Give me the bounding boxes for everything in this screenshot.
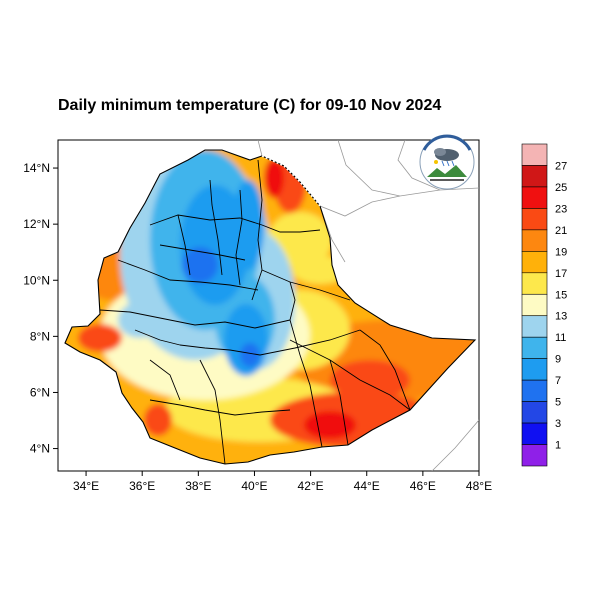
colorbar-label: 13 <box>555 311 567 323</box>
x-tick-label: 34°E <box>73 479 99 493</box>
colorbar-swatch <box>521 401 548 424</box>
country-outline <box>64 149 477 465</box>
y-tick-label: 12°N <box>23 217 50 231</box>
colorbar-swatch <box>521 186 548 209</box>
colorbar-swatch <box>521 293 548 317</box>
colorbar-label: 15 <box>555 289 567 301</box>
colorbar-label: 7 <box>555 375 561 387</box>
colorbar-swatch <box>521 229 548 252</box>
region-borders <box>99 159 411 464</box>
colorbar-label: 27 <box>555 160 567 172</box>
x-tick-label: 42°E <box>298 479 324 493</box>
y-tick-label: 6°N <box>30 385 50 399</box>
colorbar-label: 21 <box>555 225 567 237</box>
colorbar-swatch <box>521 336 548 359</box>
x-axis: 34°E 36°E 38°E 40°E 42°E 44°E 46°E 48°E <box>73 471 492 493</box>
colorbar-label: 3 <box>555 418 561 430</box>
colorbar-swatch <box>521 143 548 166</box>
colorbar-swatch <box>521 358 548 381</box>
y-axis: 14°N 12°N 10°N 8°N 6°N 4°N <box>23 161 58 456</box>
colorbar-label: 25 <box>555 182 567 194</box>
y-tick-label: 8°N <box>30 329 50 343</box>
coastline-dashes <box>261 155 321 207</box>
x-tick-label: 36°E <box>129 479 155 493</box>
x-tick-label: 48°E <box>466 479 492 493</box>
colorbar-label: 17 <box>555 268 567 280</box>
x-tick-label: 46°E <box>410 479 436 493</box>
colorbar-label: 19 <box>555 246 567 258</box>
colorbar-label: 11 <box>555 332 566 344</box>
colorbar-label: 5 <box>555 397 561 409</box>
colorbar-swatch <box>521 251 548 274</box>
y-tick-label: 14°N <box>23 161 50 175</box>
colorbar-label: 1 <box>555 440 561 452</box>
colorbar-label: 23 <box>555 203 567 215</box>
colorbar-swatch <box>521 208 548 231</box>
colorbar-label: 9 <box>555 354 561 366</box>
y-tick-label: 10°N <box>23 273 50 287</box>
colorbar: 27 25 23 21 19 17 15 13 11 9 7 5 3 1 <box>521 143 567 467</box>
colorbar-swatch <box>521 444 548 467</box>
agency-logo <box>419 134 475 190</box>
y-tick-label: 4°N <box>30 442 50 456</box>
x-tick-label: 38°E <box>185 479 211 493</box>
map-title: Daily minimum temperature (C) for 09-10 … <box>58 97 442 114</box>
colorbar-swatch <box>521 272 548 295</box>
colorbar-swatch <box>521 422 548 445</box>
colorbar-swatch <box>521 379 548 402</box>
x-tick-label: 44°E <box>354 479 380 493</box>
colorbar-swatch <box>521 165 548 188</box>
x-tick-label: 40°E <box>241 479 267 493</box>
colorbar-swatch <box>521 315 548 338</box>
